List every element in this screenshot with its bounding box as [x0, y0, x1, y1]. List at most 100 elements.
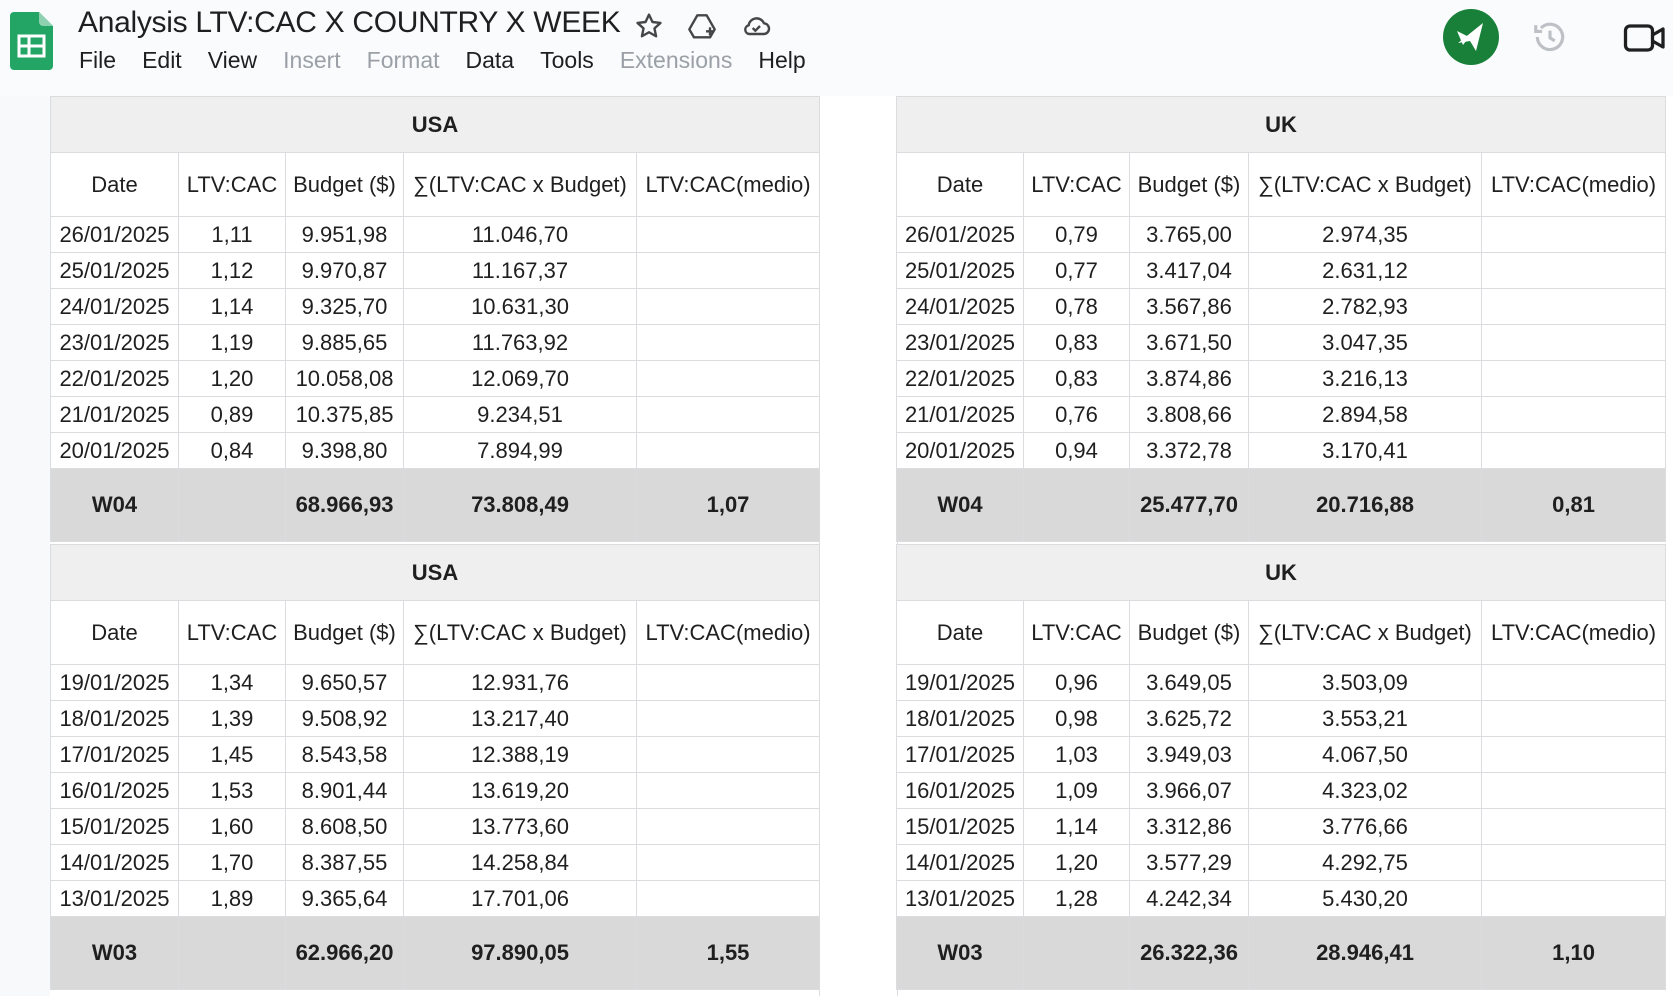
header-date[interactable]: Date	[896, 600, 1024, 665]
cell-avg[interactable]	[635, 700, 821, 737]
header-budget[interactable]: Budget ($)	[285, 152, 404, 217]
total-budget[interactable]: 26.322,36	[1129, 916, 1249, 990]
cell-avg[interactable]	[1480, 772, 1667, 809]
cell-budget[interactable]: 9.325,70	[285, 288, 404, 325]
cell-sum[interactable]: 10.631,30	[403, 288, 637, 325]
cell-avg[interactable]	[635, 252, 821, 289]
cell-ltv-cac[interactable]: 0,89	[178, 396, 286, 433]
cell-avg[interactable]	[1480, 808, 1667, 845]
cell-avg[interactable]	[635, 360, 821, 397]
total-week[interactable]: W03	[896, 916, 1024, 990]
cell-sum[interactable]: 4.067,50	[1248, 736, 1482, 773]
total-avg-good[interactable]: 1,10	[1480, 916, 1667, 990]
header-sum[interactable]: ∑(LTV:CAC x Budget)	[1248, 152, 1482, 217]
cell-sum[interactable]: 11.763,92	[403, 324, 637, 361]
cell-sum[interactable]: 13.619,20	[403, 772, 637, 809]
cell-budget[interactable]: 3.671,50	[1129, 324, 1249, 361]
meet-icon[interactable]	[1622, 20, 1668, 56]
cell-budget[interactable]: 3.312,86	[1129, 808, 1249, 845]
cell-budget[interactable]: 3.949,03	[1129, 736, 1249, 773]
cell-sum[interactable]: 17.701,06	[403, 880, 637, 917]
cell-sum[interactable]: 12.069,70	[403, 360, 637, 397]
cell-budget[interactable]: 3.808,66	[1129, 396, 1249, 433]
cell-date[interactable]: 17/01/2025	[896, 736, 1024, 773]
cell-ltv-cac[interactable]: 1,34	[178, 664, 286, 701]
cell-date[interactable]: 23/01/2025	[896, 324, 1024, 361]
cell-ltv-cac[interactable]: 1,53	[178, 772, 286, 809]
header-ltv-cac[interactable]: LTV:CAC	[178, 152, 286, 217]
cell-sum[interactable]: 12.388,19	[403, 736, 637, 773]
cell-budget[interactable]: 9.398,80	[285, 432, 404, 469]
total-sum[interactable]: 97.890,05	[403, 916, 637, 990]
total-sum[interactable]: 20.716,88	[1248, 468, 1482, 542]
cell-ltv-cac[interactable]: 1,11	[178, 216, 286, 253]
cell-avg[interactable]	[635, 396, 821, 433]
total-sum[interactable]: 73.808,49	[403, 468, 637, 542]
table-title[interactable]: USA	[49, 544, 821, 601]
cell-ltv-cac[interactable]: 1,20	[178, 360, 286, 397]
cell-date[interactable]: 16/01/2025	[50, 772, 179, 809]
cell-ltv-cac[interactable]: 1,14	[1023, 808, 1130, 845]
cell-avg[interactable]	[1480, 288, 1667, 325]
cell-ltv-cac[interactable]: 1,60	[178, 808, 286, 845]
cell-budget[interactable]: 3.765,00	[1129, 216, 1249, 253]
cell-ltv-cac[interactable]: 0,78	[1023, 288, 1130, 325]
cell-sum[interactable]: 3.553,21	[1248, 700, 1482, 737]
move-to-drive-icon[interactable]	[686, 10, 718, 42]
total-sum[interactable]: 28.946,41	[1248, 916, 1482, 990]
cell-date[interactable]: 16/01/2025	[896, 772, 1024, 809]
cell-ltv-cac[interactable]: 1,45	[178, 736, 286, 773]
cell-avg[interactable]	[1480, 360, 1667, 397]
cell-sum[interactable]: 2.631,12	[1248, 252, 1482, 289]
cell-avg[interactable]	[635, 880, 821, 917]
cell-ltv-cac[interactable]: 0,83	[1023, 360, 1130, 397]
cell-avg[interactable]	[635, 216, 821, 253]
cell-ltv-cac[interactable]: 0,84	[178, 432, 286, 469]
cell-avg[interactable]	[1480, 216, 1667, 253]
cell-date[interactable]: 25/01/2025	[896, 252, 1024, 289]
cell-sum[interactable]: 2.894,58	[1248, 396, 1482, 433]
total-empty[interactable]	[1023, 916, 1130, 990]
cell-ltv-cac[interactable]: 0,83	[1023, 324, 1130, 361]
cell-ltv-cac[interactable]: 0,77	[1023, 252, 1130, 289]
gemini-button[interactable]	[1443, 9, 1499, 65]
cell-sum[interactable]: 7.894,99	[403, 432, 637, 469]
cell-date[interactable]: 19/01/2025	[50, 664, 179, 701]
total-avg-good[interactable]: 1,55	[635, 916, 821, 990]
cell-date[interactable]: 14/01/2025	[896, 844, 1024, 881]
cell-budget[interactable]: 9.970,87	[285, 252, 404, 289]
cell-ltv-cac[interactable]: 1,12	[178, 252, 286, 289]
cell-date[interactable]: 24/01/2025	[50, 288, 179, 325]
cell-sum[interactable]: 3.047,35	[1248, 324, 1482, 361]
menu-data[interactable]: Data	[465, 47, 515, 73]
cell-ltv-cac[interactable]: 1,14	[178, 288, 286, 325]
total-week[interactable]: W04	[896, 468, 1024, 542]
cell-budget[interactable]: 9.885,65	[285, 324, 404, 361]
cell-date[interactable]: 23/01/2025	[50, 324, 179, 361]
cell-date[interactable]: 25/01/2025	[50, 252, 179, 289]
cell-avg[interactable]	[1480, 880, 1667, 917]
cell-avg[interactable]	[1480, 252, 1667, 289]
cell-sum[interactable]: 4.323,02	[1248, 772, 1482, 809]
cell-date[interactable]: 18/01/2025	[50, 700, 179, 737]
header-avg[interactable]: LTV:CAC(medio)	[1480, 600, 1667, 665]
cell-date[interactable]: 14/01/2025	[50, 844, 179, 881]
cell-avg[interactable]	[635, 808, 821, 845]
cell-date[interactable]: 22/01/2025	[896, 360, 1024, 397]
header-avg[interactable]: LTV:CAC(medio)	[1480, 152, 1667, 217]
cell-date[interactable]: 24/01/2025	[896, 288, 1024, 325]
total-budget[interactable]: 25.477,70	[1129, 468, 1249, 542]
header-avg[interactable]: LTV:CAC(medio)	[635, 600, 821, 665]
total-avg-bad[interactable]: 0,81	[1480, 468, 1667, 542]
header-sum[interactable]: ∑(LTV:CAC x Budget)	[403, 600, 637, 665]
cell-budget[interactable]: 8.901,44	[285, 772, 404, 809]
cell-avg[interactable]	[1480, 396, 1667, 433]
cell-avg[interactable]	[635, 664, 821, 701]
cell-budget[interactable]: 4.242,34	[1129, 880, 1249, 917]
cell-ltv-cac[interactable]: 0,79	[1023, 216, 1130, 253]
header-budget[interactable]: Budget ($)	[1129, 152, 1249, 217]
cell-ltv-cac[interactable]: 1,03	[1023, 736, 1130, 773]
cell-avg[interactable]	[635, 772, 821, 809]
cell-budget[interactable]: 3.625,72	[1129, 700, 1249, 737]
menu-help[interactable]: Help	[758, 47, 806, 73]
